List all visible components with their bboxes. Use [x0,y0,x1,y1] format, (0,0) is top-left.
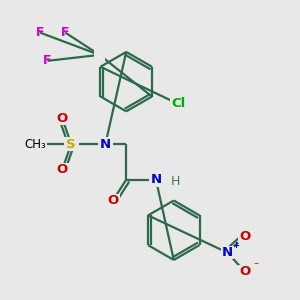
Text: S: S [66,138,76,151]
Text: O: O [57,163,68,176]
FancyBboxPatch shape [238,265,252,278]
FancyBboxPatch shape [64,136,79,152]
Text: +: + [232,241,239,250]
Text: Cl: Cl [171,98,185,110]
Text: H: H [171,175,180,188]
Text: O: O [107,194,118,207]
Text: F: F [61,26,70,39]
Text: N: N [100,138,111,151]
FancyBboxPatch shape [56,163,69,176]
FancyBboxPatch shape [148,172,164,187]
Text: N: N [150,173,161,186]
FancyBboxPatch shape [24,137,47,151]
Text: CH₃: CH₃ [25,138,46,151]
FancyBboxPatch shape [106,194,119,207]
FancyBboxPatch shape [170,97,186,111]
Text: O: O [239,266,251,278]
FancyBboxPatch shape [220,246,234,259]
Text: O: O [57,112,68,125]
Text: F: F [43,54,52,67]
FancyBboxPatch shape [238,230,252,243]
Text: O: O [239,230,251,243]
FancyBboxPatch shape [98,136,113,152]
Text: ⁻: ⁻ [254,261,259,271]
Text: F: F [36,26,44,39]
FancyBboxPatch shape [94,49,105,61]
Text: N: N [222,246,233,259]
FancyBboxPatch shape [56,112,69,125]
